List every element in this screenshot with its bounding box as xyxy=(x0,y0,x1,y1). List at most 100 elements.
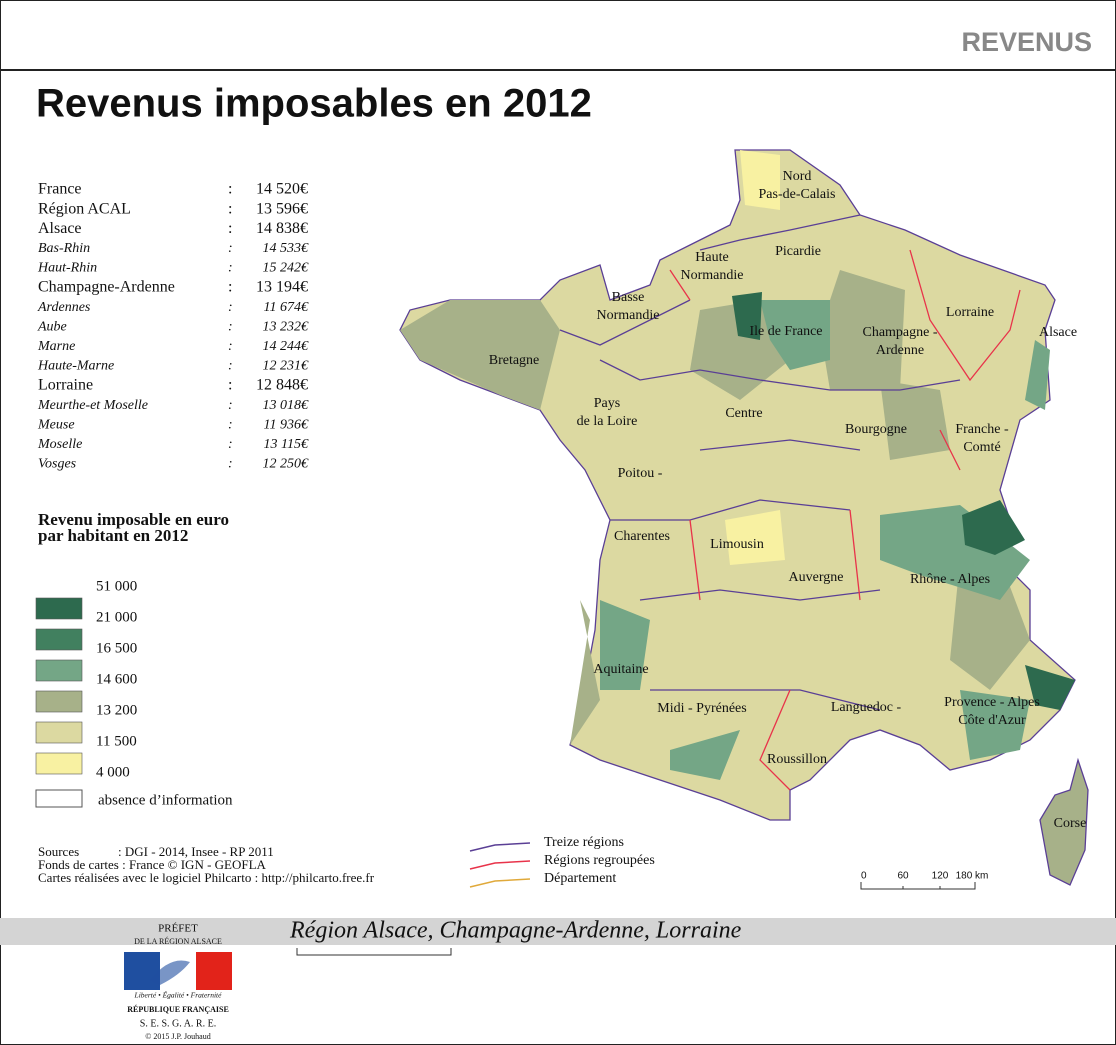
region-value: 14 838€ xyxy=(256,220,308,237)
scale-france-label: 0 xyxy=(861,871,867,882)
line-swatch xyxy=(469,878,531,888)
colon: : xyxy=(228,339,233,354)
region-label: Pas-de-Calais xyxy=(759,187,836,202)
legend-swatch-missing xyxy=(35,789,83,808)
region-label: Normandie xyxy=(681,268,744,283)
region-label: Normandie xyxy=(597,308,660,323)
legend-break: 13 200 xyxy=(96,702,137,718)
logo-text: S. E. S. G. A. R. E. xyxy=(140,1018,216,1029)
logo-text: PRÉFET xyxy=(158,923,198,935)
legend-swatch xyxy=(35,690,83,713)
region-label: Ardenne xyxy=(876,343,924,358)
region-name: Lorraine xyxy=(38,377,93,394)
legend-title: par habitant en 2012 xyxy=(38,526,188,545)
region-labels: Nord Pas-de-Calais Haute Normandie Picardie B… xyxy=(489,169,1087,831)
sources-line: Fonds de cartes : France © IGN - GEOFLA xyxy=(38,857,267,872)
legend-swatch xyxy=(35,628,83,651)
logo-text: RÉPUBLIQUE FRANÇAISE xyxy=(127,1004,229,1014)
colon: : xyxy=(228,200,232,217)
region-label: Centre xyxy=(725,406,762,421)
legend-break: 4 000 xyxy=(96,764,130,780)
department-value: 11 674€ xyxy=(264,300,309,315)
title: Revenus imposables en 2012 xyxy=(36,82,592,126)
department-name: Aube xyxy=(37,319,67,334)
colon: : xyxy=(228,319,233,334)
olive-zone xyxy=(400,270,1030,745)
region-label: Roussillon xyxy=(767,752,827,767)
legend-swatch xyxy=(35,752,83,775)
department-value: 13 115€ xyxy=(264,437,309,452)
region-label: Aquitaine xyxy=(593,662,648,677)
region-label: Languedoc - xyxy=(831,700,902,715)
legend-swatch xyxy=(35,659,83,682)
sources-line: Cartes réalisées avec le logiciel Philca… xyxy=(38,870,375,885)
stats-table: France: 14 520€ Région ACAL: 13 596€ Alsace:… xyxy=(37,181,309,472)
legend-swatch xyxy=(35,597,83,620)
colon: : xyxy=(228,457,233,472)
colon: : xyxy=(228,417,233,432)
department-name: Marne xyxy=(37,339,75,354)
scale-france-label: 120 xyxy=(932,871,949,882)
line-swatch xyxy=(469,842,531,852)
region-name: France xyxy=(38,181,82,198)
department-value: 14 533€ xyxy=(263,241,310,256)
region-label: Picardie xyxy=(775,244,821,259)
region-label: Pays xyxy=(594,396,620,411)
region-value: 14 520€ xyxy=(256,181,308,198)
legend-title: Revenu imposable en euro xyxy=(38,510,229,529)
footer: Région Alsace, Champagne-Ardenne, Lorrai… xyxy=(289,918,742,944)
department-name: Meuse xyxy=(37,417,75,432)
department-value: 13 018€ xyxy=(263,398,310,413)
legend-swatch xyxy=(35,721,83,744)
colon: : xyxy=(228,359,233,374)
corsica xyxy=(1039,757,1089,886)
colon: : xyxy=(228,300,233,315)
colon: : xyxy=(228,181,232,198)
legend-break: 51 000 xyxy=(96,578,137,594)
region-label: Comté xyxy=(963,440,1000,455)
region-name: Alsace xyxy=(38,220,82,237)
department-value: 12 231€ xyxy=(263,359,310,374)
region-label: Champagne - xyxy=(862,325,937,340)
department-name: Ardennes xyxy=(37,300,91,315)
legend-break: 21 000 xyxy=(96,609,137,625)
line-legend-label: Treize régions xyxy=(544,835,624,850)
marianne xyxy=(150,960,190,985)
department-value: 15 242€ xyxy=(263,261,310,276)
region-name: Champagne-Ardenne xyxy=(38,279,175,296)
department-value: 14 244€ xyxy=(263,339,310,354)
region-value: 12 848€ xyxy=(256,377,308,394)
pale-zone xyxy=(725,150,785,565)
line-legend-label: Régions regroupées xyxy=(544,853,655,868)
line-legend: Treize régions Régions regroupées Départem… xyxy=(469,835,655,888)
region-value: 13 596€ xyxy=(256,200,308,217)
region-label: Midi - Pyrénées xyxy=(657,701,746,716)
scale-france-label: 180 km xyxy=(956,871,989,882)
legend-break: 14 600 xyxy=(96,671,137,687)
region-label: Charentes xyxy=(614,529,670,544)
flag-red xyxy=(196,952,232,990)
region-label: Ile de France xyxy=(749,324,822,339)
department-value: 12 250€ xyxy=(263,457,310,472)
region-label: Bretagne xyxy=(489,353,540,368)
sources-label: Sources xyxy=(38,844,79,859)
region-label: de la Loire xyxy=(577,414,638,429)
region-label: Côte d'Azur xyxy=(958,713,1026,728)
colon: : xyxy=(228,241,233,256)
flag-blue xyxy=(124,952,160,990)
merged-borders xyxy=(669,249,1021,791)
legend-missing: absence d’information xyxy=(98,792,233,808)
region-label: Limousin xyxy=(710,537,764,552)
department-name: Bas-Rhin xyxy=(38,241,90,256)
region-label: Poitou - xyxy=(618,466,663,481)
france-map xyxy=(399,149,1089,886)
scale-france-label: 60 xyxy=(897,871,909,882)
region-label: Provence - Alpes xyxy=(944,695,1040,710)
logo-text: DE LA RÉGION ALSACE xyxy=(134,936,222,946)
colon: : xyxy=(228,279,232,296)
region-label: Auvergne xyxy=(789,570,844,585)
region-label: Basse xyxy=(612,290,645,305)
